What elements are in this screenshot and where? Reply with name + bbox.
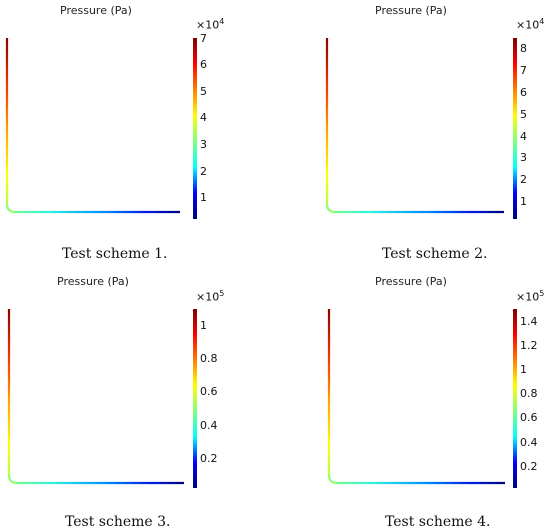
colorbar-tick-label: 2 [520,173,527,187]
colorbar [193,38,197,219]
panel-caption: Test scheme 4. [385,514,491,530]
colorbar-tick-label: 3 [520,151,527,165]
colorbar-tick-label: 0.2 [520,459,538,473]
multiplier-exponent: 5 [219,289,225,298]
colorbar-tick-label: 2 [200,164,207,178]
pipe-bend [5,203,16,214]
colorbar-multiplier: ×104 [196,17,224,32]
colorbar-tick-label: 0.2 [200,451,218,465]
multiplier-exponent: 4 [539,17,545,26]
colorbar-tick-label: 4 [520,129,527,143]
colorbar-tick-label: 3 [200,137,207,151]
multiplier-base: ×10 [516,18,540,32]
colorbar-tick-label: 0.6 [200,385,218,399]
colorbar-tick-label: 4 [200,111,207,125]
colorbar-tick-label: 0.8 [520,387,538,401]
panel-title: Pressure (Pa) [57,275,129,288]
colorbar-tick-label: 1.2 [520,338,538,352]
colorbar-multiplier: ×105 [196,289,224,304]
colorbar-tick-label: 6 [200,58,207,72]
pipe-bend [7,474,18,485]
colorbar-multiplier: ×104 [516,17,544,32]
multiplier-exponent: 5 [539,289,545,298]
pipe-bend [327,474,338,485]
colorbar [193,309,197,488]
colorbar-tick-label: 5 [520,107,527,121]
panel-title: Pressure (Pa) [375,275,447,288]
colorbar [513,38,517,219]
multiplier-exponent: 4 [219,17,225,26]
colorbar-tick-label: 1.4 [520,314,538,328]
colorbar-multiplier: ×105 [516,289,544,304]
pipe-bend [325,203,336,214]
colorbar-tick-label: 0.6 [520,411,538,425]
colorbar-tick-label: 7 [200,31,207,45]
colorbar-tick-label: 1 [520,362,527,376]
panel-title: Pressure (Pa) [375,4,447,17]
colorbar-tick-label: 8 [520,42,527,56]
colorbar-tick-label: 0.4 [520,435,538,449]
colorbar-tick-label: 1 [520,195,527,209]
colorbar [513,309,517,488]
multiplier-base: ×10 [196,290,220,304]
colorbar-tick-label: 7 [520,64,527,78]
panel-caption: Test scheme 2. [382,246,488,262]
multiplier-base: ×10 [516,290,540,304]
colorbar-tick-label: 1 [200,191,207,205]
colorbar-tick-label: 6 [520,86,527,100]
panel-caption: Test scheme 3. [65,514,171,530]
panel-caption: Test scheme 1. [62,246,168,262]
colorbar-tick-label: 1 [200,319,207,333]
colorbar-tick-label: 5 [200,84,207,98]
colorbar-tick-label: 0.4 [200,418,218,432]
colorbar-tick-label: 0.8 [200,352,218,366]
panel-title: Pressure (Pa) [60,4,132,17]
multiplier-base: ×10 [196,18,220,32]
